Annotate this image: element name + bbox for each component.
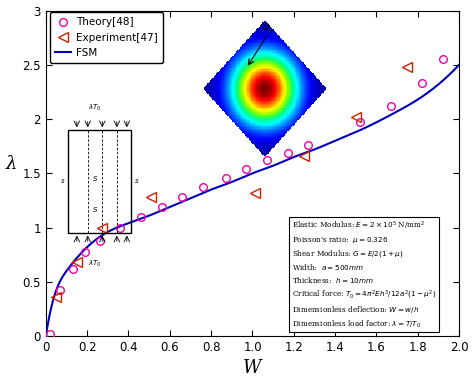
Y-axis label: λ: λ	[6, 155, 17, 173]
Legend: Theory[48], Experiment[47], FSM: Theory[48], Experiment[47], FSM	[50, 12, 163, 63]
Text: Elastic Modulus: $E = 2\times10^5$ N/mm$^2$
Poisson's ratio:  $\mu = 0.326$
Shea: Elastic Modulus: $E = 2\times10^5$ N/mm$…	[292, 220, 436, 329]
X-axis label: W: W	[243, 359, 262, 377]
